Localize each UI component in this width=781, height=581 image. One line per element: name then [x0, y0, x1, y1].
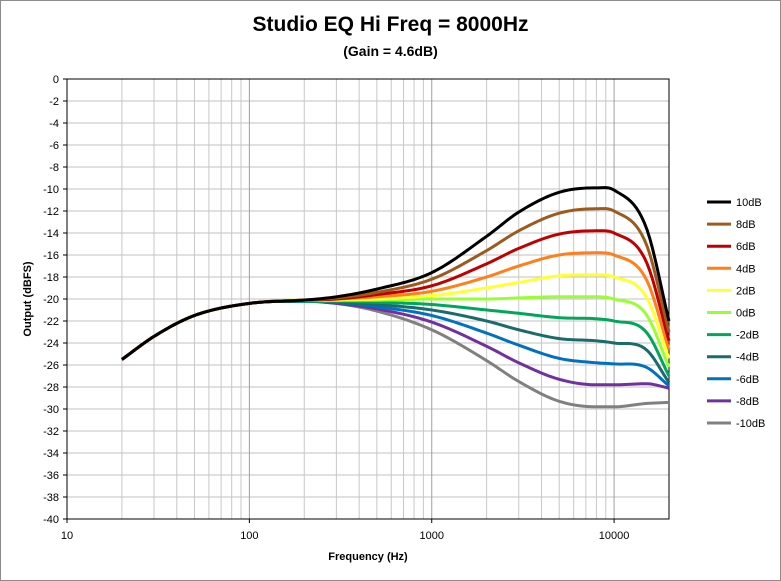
legend: 10dB 8dB 6dB 4dB 2dB 0dB -2dB -4dB -6dB -8dB -10dB: [707, 197, 765, 430]
y-tick-label: -18: [43, 272, 59, 284]
y-tick-label: -8: [49, 162, 59, 174]
legend-label: -10dB: [736, 418, 765, 430]
y-axis-label: Output (dBFS): [22, 261, 34, 336]
y-tick-label: -6: [49, 140, 59, 152]
legend-label: 10dB: [736, 197, 762, 209]
y-tick-label: -28: [43, 382, 59, 394]
y-tick-label: -40: [43, 514, 59, 526]
series-line-10dB: [121, 186, 671, 361]
legend-label: -4dB: [736, 352, 759, 364]
y-tick-label: 0: [53, 74, 59, 86]
y-tick-label: -30: [43, 404, 59, 416]
y-tick-label: -38: [43, 492, 59, 504]
legend-label: 0dB: [736, 308, 756, 320]
y-tick-label: -22: [43, 316, 59, 328]
series-lines: [121, 186, 671, 409]
y-tick-label: -20: [43, 294, 59, 306]
y-tick-label: -2: [49, 96, 59, 108]
x-tick-label: 10: [61, 530, 73, 542]
x-axis-label: Frequency (Hz): [328, 551, 408, 563]
y-tick-label: -32: [43, 426, 59, 438]
series-line--8dB: [121, 299, 670, 390]
legend-label: -6dB: [736, 374, 759, 386]
x-tick-label: 10000: [599, 530, 630, 542]
chart-title: Studio EQ Hi Freq = 8000Hz: [252, 13, 529, 36]
y-tick-label: -14: [43, 228, 59, 240]
x-axis-ticks: 10 100 1000 10000: [61, 519, 630, 542]
legend-label: 6dB: [736, 241, 756, 253]
y-tick-label: -10: [43, 184, 59, 196]
y-tick-label: -36: [43, 470, 59, 482]
y-tick-label: -34: [43, 448, 59, 460]
x-tick-label: 1000: [419, 530, 443, 542]
legend-label: -8dB: [736, 396, 759, 408]
legend-label: 8dB: [736, 219, 756, 231]
legend-label: -2dB: [736, 330, 759, 342]
y-tick-label: -12: [43, 206, 59, 218]
y-axis-ticks: 0 -2 -4 -6 -8 -10 -12 -14 -16 -18 -20 -22 -24 -26 -28 -…: [43, 74, 67, 526]
y-tick-label: -16: [43, 250, 59, 262]
x-tick-label: 100: [240, 530, 258, 542]
chart-subtitle: (Gain = 4.6dB): [343, 43, 438, 59]
y-tick-label: -26: [43, 360, 59, 372]
legend-label: 2dB: [736, 285, 756, 297]
y-tick-label: -24: [43, 338, 59, 350]
y-tick-label: -4: [49, 118, 59, 130]
legend-label: 4dB: [736, 263, 756, 275]
